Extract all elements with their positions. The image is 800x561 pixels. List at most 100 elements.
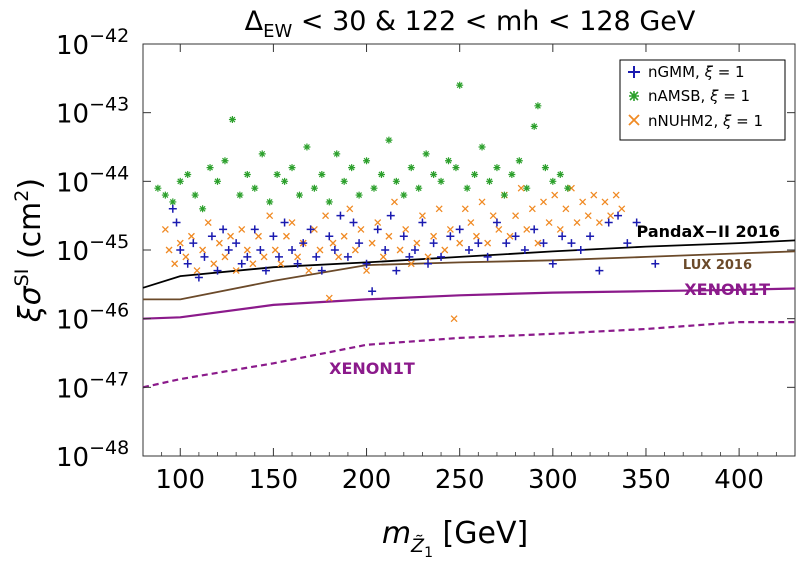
point-namsb-16 xyxy=(273,170,281,178)
point-ngmm-65 xyxy=(632,218,641,227)
point-nnuhm2-2 xyxy=(171,260,179,268)
point-ngmm-15 xyxy=(256,246,265,254)
limit-line-xenon1t-dashed xyxy=(142,321,795,389)
point-namsb-53 xyxy=(541,164,549,172)
point-namsb-38 xyxy=(437,177,445,185)
point-ngmm-36 xyxy=(386,211,395,220)
point-namsb-54 xyxy=(549,177,557,185)
point-ngmm-16 xyxy=(261,266,270,275)
legend-marker-star-icon xyxy=(629,91,639,101)
point-nnuhm2-55 xyxy=(461,205,469,213)
point-nnuhm2-15 xyxy=(243,246,251,254)
point-nnuhm2-76 xyxy=(579,198,587,206)
point-ngmm-17 xyxy=(269,232,278,241)
y-tick-label--47: 10−47 xyxy=(56,368,129,404)
point-ngmm-57 xyxy=(558,232,567,241)
point-namsb-11 xyxy=(236,191,244,199)
point-ngmm-41 xyxy=(418,218,427,227)
point-namsb-36 xyxy=(422,150,430,158)
point-nnuhm2-69 xyxy=(540,198,547,206)
point-nnuhm2-72 xyxy=(556,225,564,233)
legend-label-nnuhm2: nNUHM2, ξ = 1 xyxy=(648,112,763,130)
point-nnuhm2-31 xyxy=(329,239,337,247)
point-nnuhm2-3 xyxy=(176,239,184,247)
point-ngmm-39 xyxy=(405,252,414,261)
point-ngmm-10 xyxy=(224,246,233,254)
point-ngmm-7 xyxy=(207,232,216,241)
point-ngmm-31 xyxy=(355,239,364,248)
point-nnuhm2-14 xyxy=(238,225,246,233)
point-namsb-43 xyxy=(471,170,479,178)
point-nnuhm2-49 xyxy=(430,232,438,240)
point-nnuhm2-9 xyxy=(210,260,218,268)
point-ngmm-30 xyxy=(349,218,358,227)
x-tick-label-400: 400 xyxy=(714,465,764,495)
limit-line-pandax-ii-2016-solid xyxy=(142,239,796,289)
point-namsb-28 xyxy=(363,157,371,165)
point-nnuhm2-51 xyxy=(441,246,449,254)
point-ngmm-26 xyxy=(325,232,334,241)
point-nnuhm2-18 xyxy=(260,253,268,261)
x-tick-label-200: 200 xyxy=(342,465,392,495)
point-namsb-19 xyxy=(295,191,303,199)
annotation-xenon1t-solid: XENON1T xyxy=(684,280,770,299)
point-nnuhm2-32 xyxy=(335,253,343,261)
point-ngmm-5 xyxy=(194,273,203,282)
point-nnuhm2-46 xyxy=(413,239,421,247)
point-ngmm-32 xyxy=(362,259,371,268)
point-nnuhm2-47 xyxy=(418,212,426,220)
point-ngmm-51 xyxy=(502,239,511,248)
x-tick-label-300: 300 xyxy=(528,465,578,495)
point-ngmm-61 xyxy=(595,266,604,275)
point-nnuhm2-81 xyxy=(607,212,615,220)
point-namsb-27 xyxy=(355,191,363,199)
point-ngmm-9 xyxy=(219,225,228,234)
point-namsb-14 xyxy=(258,150,266,158)
point-ngmm-46 xyxy=(455,225,464,234)
point-namsb-7 xyxy=(206,164,214,172)
point-ngmm-19 xyxy=(280,218,289,227)
point-nnuhm2-73 xyxy=(562,205,570,213)
point-namsb-33 xyxy=(400,191,408,199)
point-ngmm-64 xyxy=(623,239,632,248)
point-namsb-48 xyxy=(508,170,516,178)
point-ngmm-27 xyxy=(330,246,339,254)
legend-marker-plus-icon xyxy=(628,66,640,78)
point-nnuhm2-56 xyxy=(467,219,475,226)
legend: nGMM, ξ = 1 nAMSB, ξ = 1 nNUHM2, ξ = 1 xyxy=(619,59,786,141)
x-axis-label: mZ̃1 [GeV] xyxy=(382,516,528,561)
point-nnuhm2-12 xyxy=(227,232,235,240)
point-nnuhm2-54 xyxy=(456,239,464,247)
point-namsb-35 xyxy=(415,184,423,192)
y-tick-label--46: 10−46 xyxy=(56,300,129,336)
x-tick-label-100: 100 xyxy=(155,465,205,495)
point-nnuhm2-10 xyxy=(215,239,223,247)
point-ngmm-48 xyxy=(474,239,483,248)
point-namsb-29 xyxy=(370,184,378,192)
point-nnuhm2-63 xyxy=(506,232,514,240)
point-ngmm-11 xyxy=(232,239,241,248)
point-namsb-20 xyxy=(303,143,311,151)
point-ngmm-14 xyxy=(250,225,259,234)
point-nnuhm2-7 xyxy=(199,246,207,254)
point-nnuhm2-36 xyxy=(357,225,365,233)
point-ngmm-6 xyxy=(200,252,209,261)
point-nnuhm2-16 xyxy=(249,260,257,268)
point-namsb-30 xyxy=(377,170,385,178)
x-tick-label-350: 350 xyxy=(621,465,671,495)
point-ngmm-12 xyxy=(237,259,246,268)
point-nnuhm2-71 xyxy=(551,191,559,199)
point-ngmm-33 xyxy=(368,287,377,296)
point-nnuhm2-44 xyxy=(402,225,410,233)
point-nnuhm2-34 xyxy=(346,205,354,213)
chart-title: ΔEW < 30 & 122 < mh < 128 GeV xyxy=(245,6,696,42)
point-ngmm-50 xyxy=(492,218,501,227)
point-nnuhm2-59 xyxy=(484,239,492,247)
point-namsb-34 xyxy=(407,164,415,172)
point-nnuhm2-75 xyxy=(573,219,581,226)
point-namsb-32 xyxy=(392,177,400,185)
legend-entry-ngmm: nGMM, ξ = 1 xyxy=(628,63,745,81)
point-ngmm-22 xyxy=(299,239,308,248)
point-namsb-5 xyxy=(191,191,199,199)
